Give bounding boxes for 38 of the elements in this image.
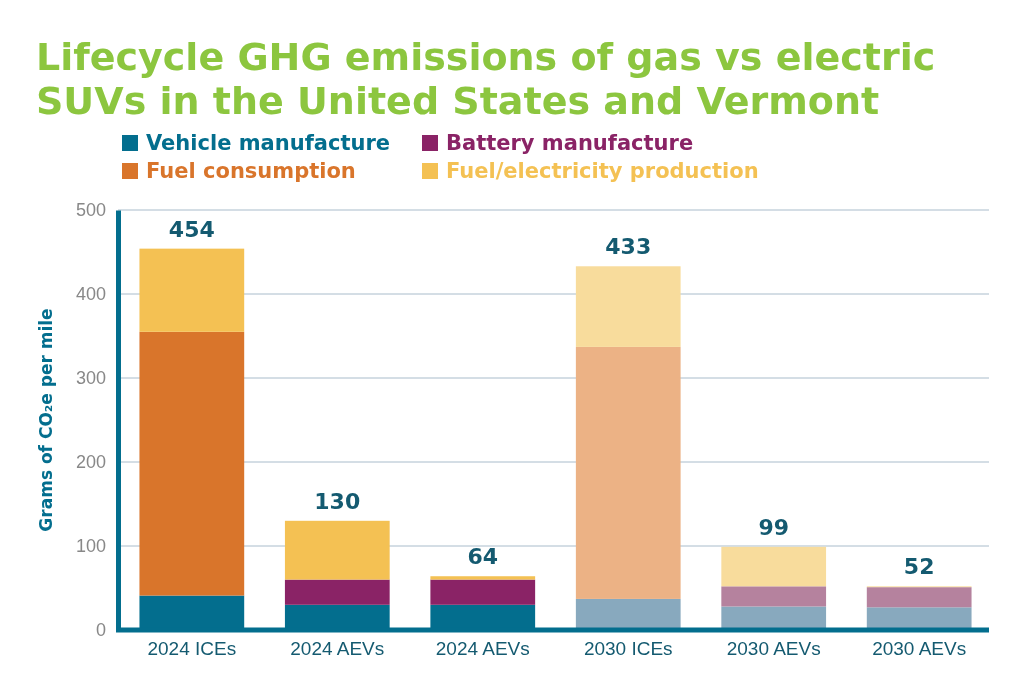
x-tick-label: 2030 AEVs <box>726 638 821 660</box>
x-tick-label: 2024 AEVs <box>435 638 530 660</box>
chart-title: Lifecycle GHG emissions of gas vs electric SUVs in the United States and Vermont <box>36 35 936 123</box>
bar <box>721 606 827 630</box>
total-label: 433 <box>605 234 652 260</box>
bar <box>721 546 827 587</box>
x-tick-label: 2024 AEVs <box>290 638 385 660</box>
legend-label: Fuel/electricity production <box>446 159 759 183</box>
y-tick-label: 200 <box>75 452 106 473</box>
total-label: 64 <box>467 544 499 570</box>
total-label: 52 <box>903 554 935 580</box>
y-tick-label: 0 <box>95 620 106 641</box>
total-label: 130 <box>314 488 361 514</box>
bar <box>866 607 972 630</box>
total-label: 99 <box>758 514 790 540</box>
bar <box>284 520 390 580</box>
y-tick-label: 500 <box>75 200 106 221</box>
bar <box>575 346 681 599</box>
bar <box>430 579 536 605</box>
total-label: 454 <box>168 216 215 242</box>
bar <box>139 248 245 332</box>
bar <box>139 331 245 596</box>
bar <box>866 587 972 608</box>
x-tick-label: 2030 AEVs <box>872 638 967 660</box>
bar <box>575 598 681 630</box>
bar <box>430 576 536 580</box>
legend-label: Battery manufacture <box>446 131 694 155</box>
bar <box>575 266 681 347</box>
x-tick-label: 2030 ICEs <box>583 638 673 660</box>
y-tick-label: 300 <box>75 368 106 389</box>
bar <box>721 586 827 607</box>
legend-label: Vehicle manufacture <box>146 131 390 155</box>
bar <box>284 579 390 605</box>
legend-label: Fuel consumption <box>146 159 356 183</box>
y-tick-label: 100 <box>75 536 106 557</box>
y-axis-title: Grams of CO₂e per mile <box>36 308 56 532</box>
y-tick-label: 400 <box>75 284 106 305</box>
x-tick-label: 2024 ICEs <box>147 638 237 660</box>
